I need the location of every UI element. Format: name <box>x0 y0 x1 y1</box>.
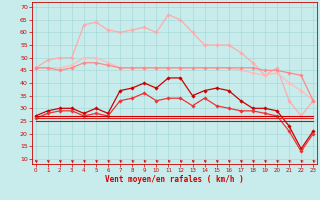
X-axis label: Vent moyen/en rafales ( km/h ): Vent moyen/en rafales ( km/h ) <box>105 175 244 184</box>
